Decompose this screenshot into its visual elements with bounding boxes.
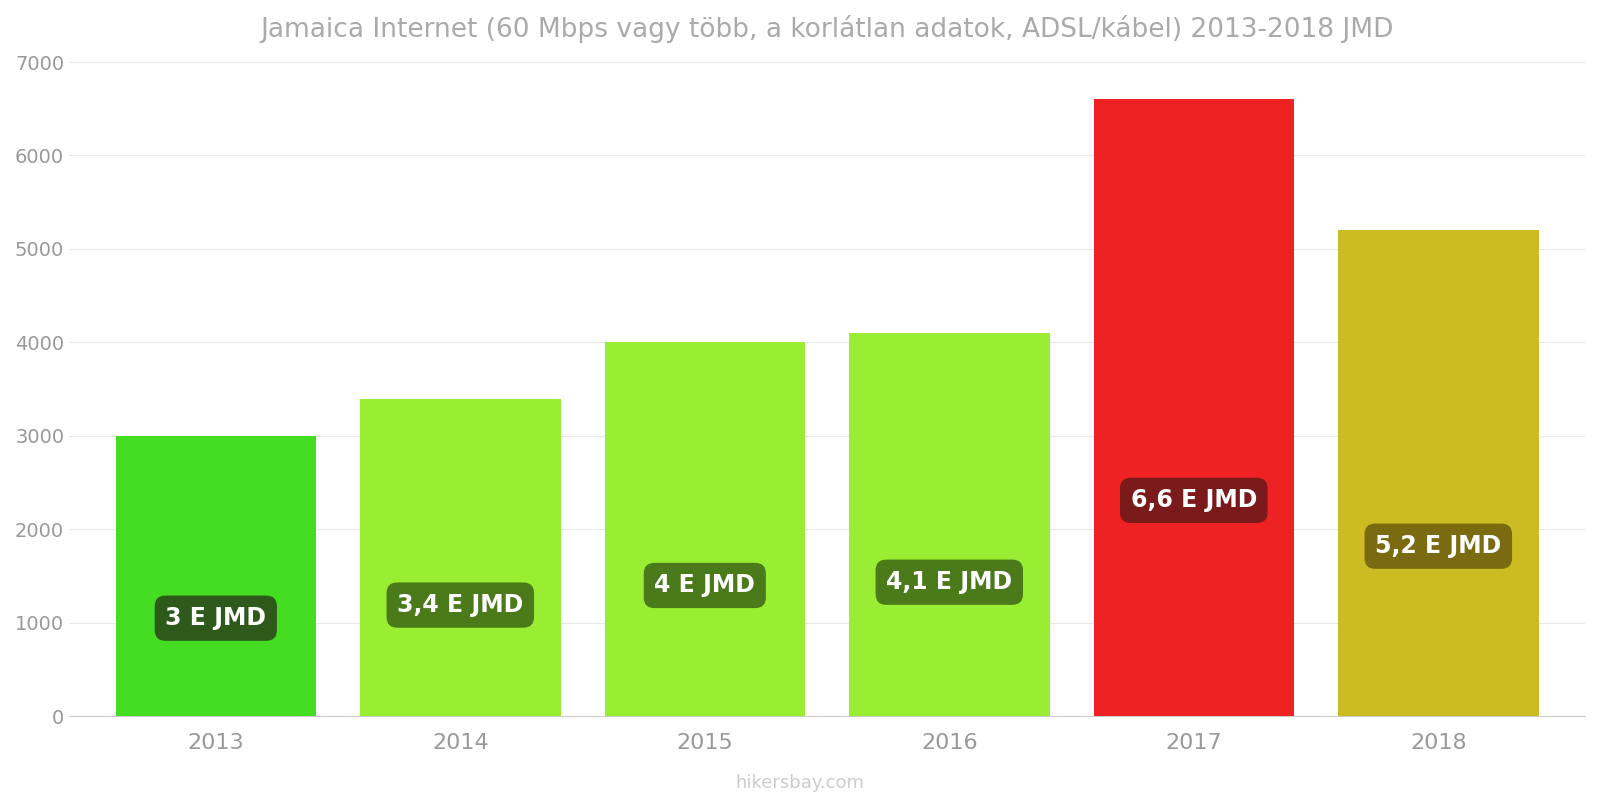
Bar — [115, 436, 317, 716]
Text: 3,4 E JMD: 3,4 E JMD — [397, 593, 523, 617]
Bar — [1093, 99, 1294, 716]
Text: 4 E JMD: 4 E JMD — [654, 574, 755, 598]
Bar — [850, 333, 1050, 716]
Text: 5,2 E JMD: 5,2 E JMD — [1374, 534, 1501, 558]
Text: 4,1 E JMD: 4,1 E JMD — [886, 570, 1013, 594]
Bar — [1338, 230, 1539, 716]
Bar — [360, 398, 560, 716]
Title: Jamaica Internet (60 Mbps vagy több, a korlátlan adatok, ADSL/kábel) 2013-2018 J: Jamaica Internet (60 Mbps vagy több, a k… — [261, 15, 1394, 43]
Text: 6,6 E JMD: 6,6 E JMD — [1131, 489, 1258, 513]
Text: 3 E JMD: 3 E JMD — [165, 606, 266, 630]
Text: hikersbay.com: hikersbay.com — [736, 774, 864, 792]
Bar — [605, 342, 805, 716]
